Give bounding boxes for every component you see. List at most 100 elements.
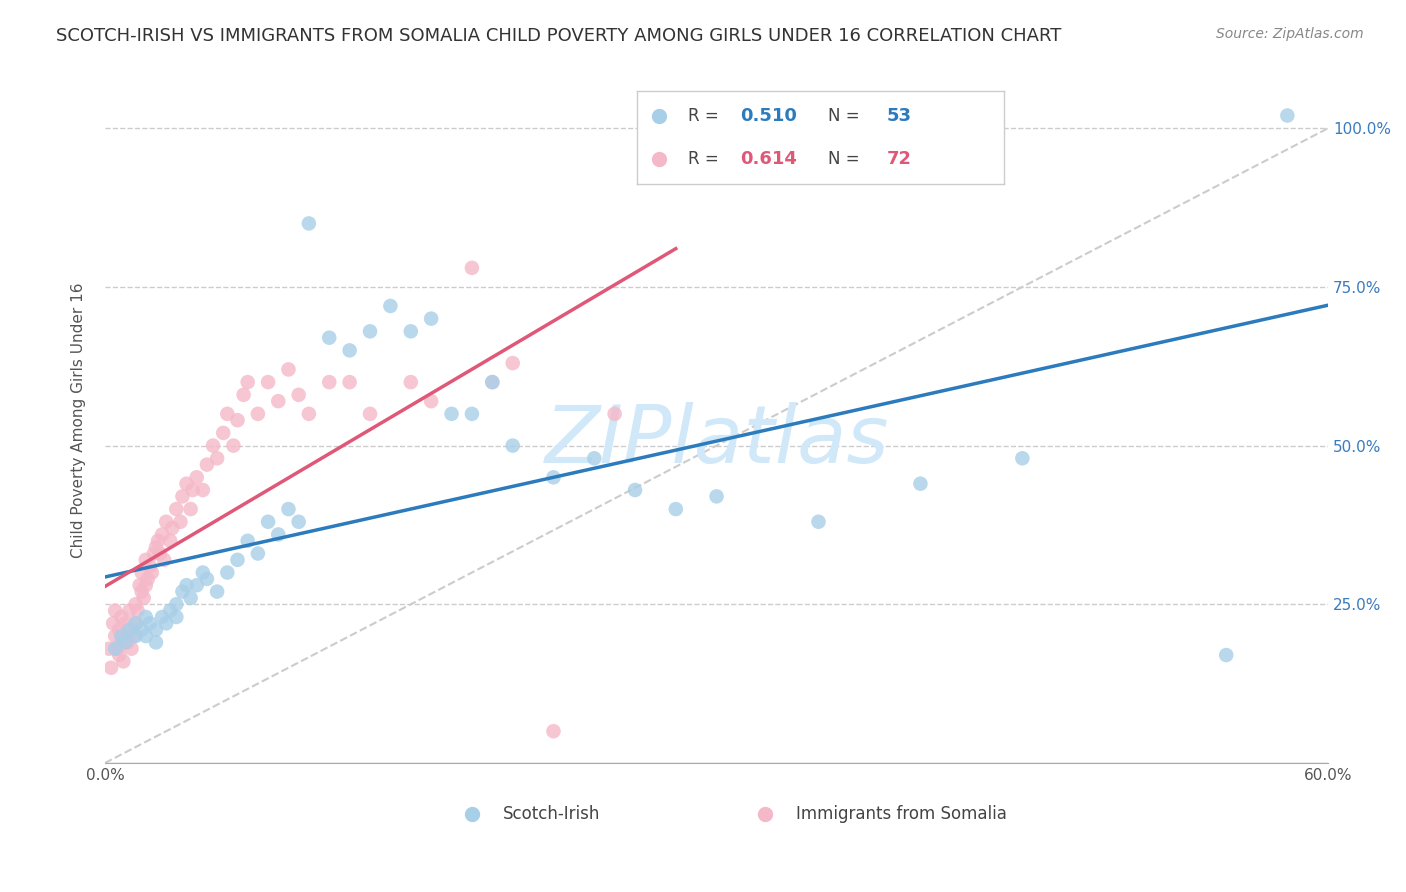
Point	[180, 591, 202, 605]
Point	[121, 641, 143, 656]
Point	[124, 616, 146, 631]
Point	[165, 597, 187, 611]
Point	[124, 597, 146, 611]
Point	[155, 616, 177, 631]
Point	[195, 572, 218, 586]
Point	[131, 623, 153, 637]
Point	[603, 407, 626, 421]
Point	[131, 566, 153, 580]
Point	[217, 566, 239, 580]
Point	[104, 604, 127, 618]
Point	[162, 521, 184, 535]
Point	[232, 388, 254, 402]
Point	[186, 578, 208, 592]
Point	[104, 629, 127, 643]
Point	[543, 470, 565, 484]
Point	[169, 515, 191, 529]
Point	[583, 451, 606, 466]
Point	[142, 547, 165, 561]
Point	[298, 407, 321, 421]
Point	[128, 578, 150, 592]
Point	[165, 502, 187, 516]
Point	[257, 375, 280, 389]
Point	[150, 527, 173, 541]
Point	[141, 566, 163, 580]
Point	[135, 629, 157, 643]
Point	[226, 553, 249, 567]
Point	[481, 375, 503, 389]
Point	[202, 439, 225, 453]
Point	[150, 610, 173, 624]
Point	[1011, 451, 1033, 466]
Point	[399, 324, 422, 338]
Point	[665, 502, 688, 516]
Point	[181, 483, 204, 497]
Y-axis label: Child Poverty Among Girls Under 16: Child Poverty Among Girls Under 16	[72, 283, 86, 558]
Point	[543, 724, 565, 739]
Point	[132, 591, 155, 605]
Point	[359, 407, 381, 421]
Point	[114, 629, 136, 643]
Text: SCOTCH-IRISH VS IMMIGRANTS FROM SOMALIA CHILD POVERTY AMONG GIRLS UNDER 16 CORRE: SCOTCH-IRISH VS IMMIGRANTS FROM SOMALIA …	[56, 27, 1062, 45]
Point	[176, 578, 198, 592]
Point	[135, 578, 157, 592]
Point	[267, 527, 290, 541]
Point	[127, 604, 149, 618]
Point	[186, 470, 208, 484]
Point	[1215, 648, 1237, 662]
Point	[205, 451, 228, 466]
Point	[145, 623, 167, 637]
Point	[145, 540, 167, 554]
Point	[461, 260, 484, 275]
Point	[153, 553, 176, 567]
Point	[502, 439, 524, 453]
Point	[339, 343, 361, 358]
Point	[104, 641, 127, 656]
Point	[118, 623, 141, 637]
Point	[706, 489, 728, 503]
Point	[287, 388, 309, 402]
Point	[145, 635, 167, 649]
Point	[461, 407, 484, 421]
Point	[135, 553, 157, 567]
Point	[136, 572, 159, 586]
Point	[205, 584, 228, 599]
Point	[399, 375, 422, 389]
Point	[910, 476, 932, 491]
Point	[101, 616, 124, 631]
Point	[420, 311, 443, 326]
Point	[124, 629, 146, 643]
Point	[298, 216, 321, 230]
Point	[112, 654, 135, 668]
Point	[108, 648, 131, 662]
Point	[139, 559, 162, 574]
Point	[139, 616, 162, 631]
Text: ZIPlatlas: ZIPlatlas	[544, 401, 889, 480]
Point	[191, 483, 214, 497]
Point	[110, 635, 132, 649]
Point	[277, 362, 299, 376]
Text: Source: ZipAtlas.com: Source: ZipAtlas.com	[1216, 27, 1364, 41]
Point	[318, 331, 340, 345]
Point	[807, 515, 830, 529]
Point	[236, 533, 259, 548]
Point	[105, 641, 128, 656]
Point	[267, 394, 290, 409]
Point	[159, 604, 181, 618]
Point	[246, 547, 269, 561]
Point	[318, 375, 340, 389]
Point	[110, 629, 132, 643]
Point	[420, 394, 443, 409]
Point	[110, 610, 132, 624]
Point	[440, 407, 463, 421]
Text: Scotch-Irish: Scotch-Irish	[502, 805, 600, 823]
Point	[149, 547, 172, 561]
Point	[117, 635, 139, 649]
Point	[172, 584, 194, 599]
Point	[481, 375, 503, 389]
Point	[155, 515, 177, 529]
Point	[118, 623, 141, 637]
Point	[226, 413, 249, 427]
Point	[212, 425, 235, 440]
Point	[159, 533, 181, 548]
